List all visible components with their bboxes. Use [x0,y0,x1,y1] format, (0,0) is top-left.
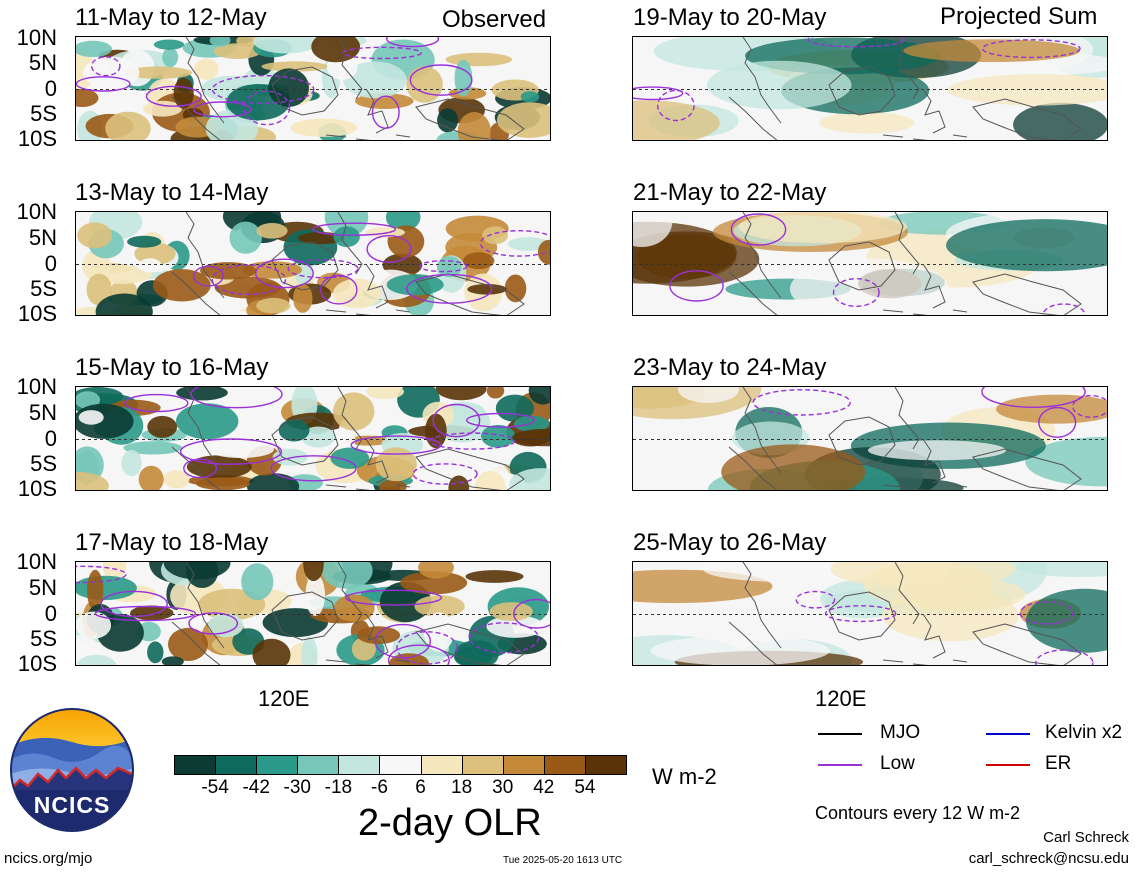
colorbar-tick-label: 6 [415,777,426,798]
ncics-logo: NCICS [10,708,134,832]
lat-label-5s: 5S [30,101,57,126]
lat-label-10n: 10N [16,374,57,399]
colorbar-swatch [256,755,299,775]
colorbar-swatch [297,755,340,775]
colorbar-swatch [584,755,627,775]
colorbar-tick-label: 42 [533,777,555,798]
observed-panel-title-1: 11-May to 12-May [75,4,267,31]
colorbar-tick-label: -18 [324,777,353,798]
lat-label-10s: 10S [17,301,57,326]
colorbar-swatch [502,755,545,775]
observed-panel-title-3: 15-May to 16-May [75,354,269,381]
contours-note: Contours every 12 W m-2 [815,803,1021,823]
legend-mjo-label: MJO [880,722,921,743]
olr-map-panel [632,561,1108,666]
colorbar-swatch [174,755,217,775]
logo-text: NCICS [33,792,111,818]
observed-panel-title-2: 13-May to 14-May [75,179,269,206]
lon-label-right: 120E [815,686,867,711]
colorbar-tick-label: 18 [451,777,473,798]
lat-label-5s: 5S [30,626,57,651]
olr-map-panel [632,386,1108,491]
lat-label-0: 0 [44,601,57,626]
lat-label-5n: 5N [28,225,57,250]
colorbar-tick-label: 30 [492,777,514,798]
lat-label-10n: 10N [16,25,57,50]
ncics-logo-graphic [10,708,134,832]
observed-panel-title-4: 17-May to 18-May [75,529,269,556]
colorbar-tick-label: -54 [201,777,229,798]
footer-email[interactable]: carl_schreck@ncsu.edu [968,850,1129,867]
olr-map-panel [75,36,551,141]
lat-label-10s: 10S [17,651,57,676]
projected-header: Projected Sum [940,3,1098,30]
colorbar-swatch [543,755,586,775]
olr-map-panel [632,36,1108,141]
colorbar [174,755,627,775]
lat-label-0: 0 [44,426,57,451]
colorbar-tick-label: 54 [574,777,596,798]
colorbar-tick-label: -6 [371,777,388,798]
lat-label-5n: 5N [28,575,57,600]
lat-label-10n: 10N [16,199,57,224]
legend-low-label: Low [880,753,915,774]
colorbar-tick-label: -42 [242,777,270,798]
legend-er-label: ER [1045,753,1072,774]
colorbar-units: W m-2 [652,764,717,789]
projected-panel-title-3: 23-May to 24-May [633,354,827,381]
legend-low-line [818,764,862,766]
olr-map-panel [75,211,551,316]
footer-author: Carl Schreck [1043,829,1129,846]
observed-header: Observed [442,6,547,33]
colorbar-title: 2-day OLR [358,802,542,844]
legend-kelvin-label: Kelvin x2 [1045,722,1123,743]
projected-panel-title-4: 25-May to 26-May [633,529,827,556]
colorbar-swatch [215,755,258,775]
olr-map-panel [632,211,1108,316]
lat-label-5s: 5S [30,451,57,476]
lat-label-5n: 5N [28,50,57,75]
colorbar-tick-label: -30 [283,777,311,798]
lat-label-10s: 10S [17,476,57,501]
lat-label-5s: 5S [30,276,57,301]
colorbar-swatch [420,755,463,775]
colorbar-swatch [461,755,504,775]
lat-label-10s: 10S [17,126,57,151]
legend-er-line [986,764,1030,766]
projected-panel-title-2: 21-May to 22-May [633,179,827,206]
olr-map-panel [75,561,551,666]
colorbar-tick-labels: -54 -42 -30 -18 -6 6 18 30 42 54 [174,777,626,801]
colorbar-swatch [338,755,381,775]
lat-label-5n: 5N [28,400,57,425]
lat-label-0: 0 [44,76,57,101]
olr-map-panel [75,386,551,491]
lat-label-10n: 10N [16,549,57,574]
colorbar-swatch [379,755,422,775]
legend-mjo-line [818,733,862,735]
lon-label-left: 120E [258,686,310,711]
footer-url[interactable]: ncics.org/mjo [4,850,93,867]
lat-label-0: 0 [44,251,57,276]
legend-kelvin-line [986,733,1030,735]
projected-panel-title-1: 19-May to 20-May [633,4,827,31]
footer-timestamp: Tue 2025-05-20 1613 UTC [503,855,623,866]
